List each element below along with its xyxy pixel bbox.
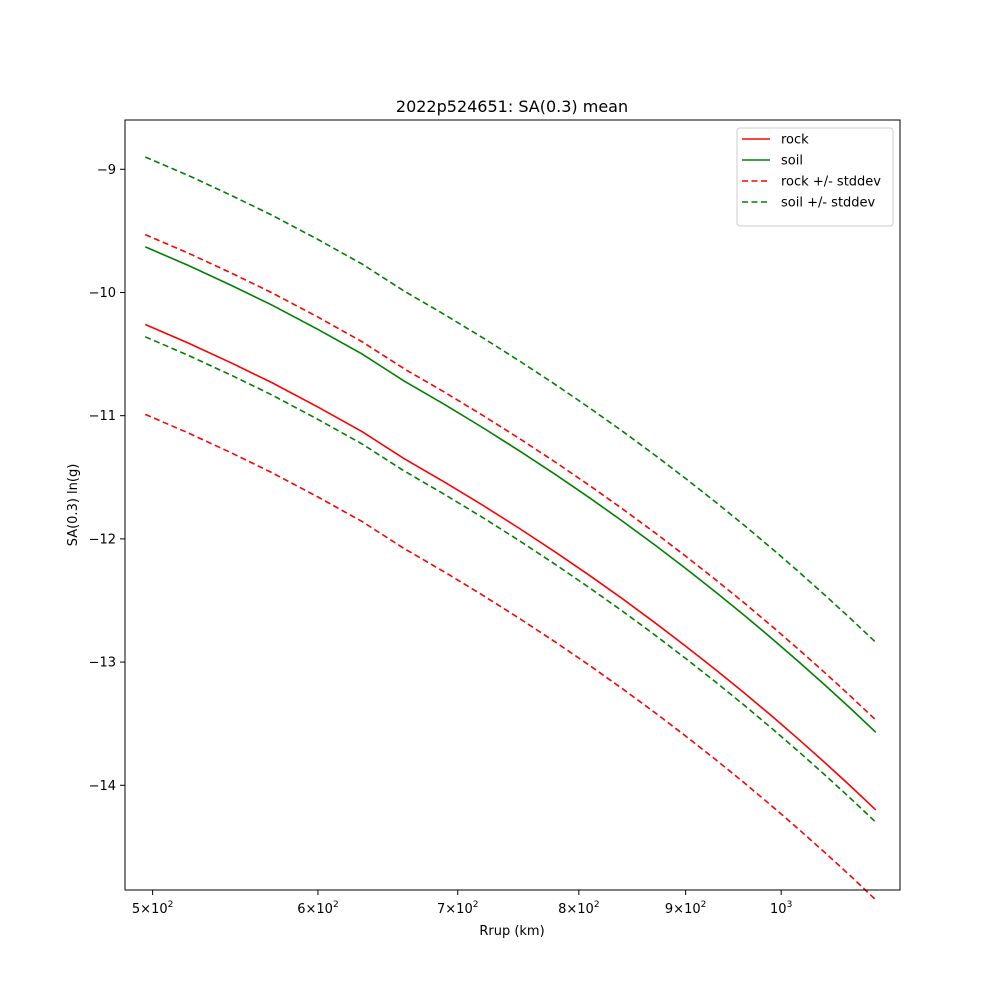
series-line-2 [144, 233, 877, 721]
series-line-1 [144, 246, 877, 733]
y-tick-label-2: −11 [89, 409, 116, 424]
legend-label-0: rock [781, 133, 809, 148]
series-line-3 [144, 413, 877, 901]
legend: rock soil rock +/- stddev soil +/- stddev [736, 127, 894, 227]
y-tick-label-3: −12 [89, 532, 116, 547]
x-tick-label-2: 7×102 [437, 900, 478, 917]
x-tick-label-3: 8×102 [558, 900, 599, 917]
x-tick-label-5: 103 [770, 900, 792, 917]
x-axis-title: Rrup (km) [479, 924, 544, 939]
legend-label-3: soil +/- stddev [781, 196, 876, 211]
legend-label-2: rock +/- stddev [781, 175, 881, 190]
x-axis: 5×102 6×102 7×102 8×102 9×102 103 [132, 890, 792, 917]
legend-box [736, 127, 894, 227]
x-tick-label-4: 9×102 [665, 900, 706, 917]
x-tick-label-0: 5×102 [132, 900, 173, 917]
y-tick-label-4: −13 [89, 656, 116, 671]
x-tick-label-1: 6×102 [297, 900, 338, 917]
y-axis-title: SA(0.3) ln(g) [66, 464, 81, 547]
y-tick-label-5: −14 [89, 779, 116, 794]
series-line-4 [144, 156, 877, 643]
series-line-0 [144, 323, 877, 811]
series-line-5 [144, 336, 877, 823]
chart-title: 2022p524651: SA(0.3) mean [396, 97, 628, 116]
y-tick-label-1: −10 [89, 286, 116, 301]
plot-area-frame [124, 119, 901, 891]
legend-label-1: soil [781, 154, 803, 169]
series-layer [144, 156, 877, 901]
y-tick-label-0: −9 [97, 163, 116, 178]
y-axis: −9 −10 −11 −12 −13 −14 [89, 163, 125, 794]
